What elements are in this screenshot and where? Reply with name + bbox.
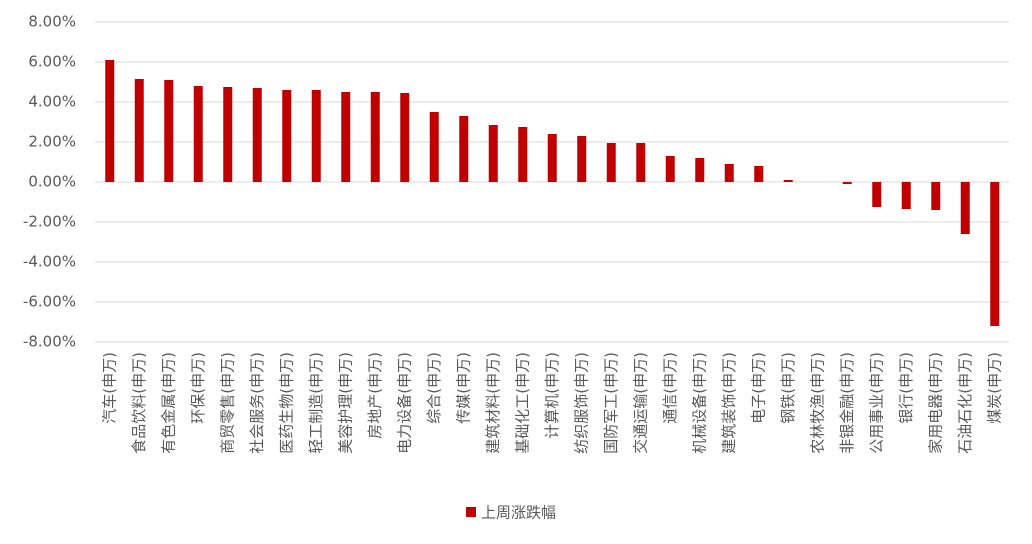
bar xyxy=(105,60,115,182)
bar xyxy=(960,182,970,234)
bar xyxy=(488,125,498,182)
x-tick-label: 医药生物(申万) xyxy=(277,352,295,454)
bar xyxy=(901,182,911,209)
x-tick-label: 社会服务(申万) xyxy=(248,352,266,454)
x-tick-label: 交通运输(申万) xyxy=(631,352,649,454)
x-tick-label: 轻工制造(申万) xyxy=(307,352,325,454)
x-tick-label: 煤炭(申万) xyxy=(985,352,1003,424)
y-tick-label: 6.00% xyxy=(28,53,76,71)
bar xyxy=(134,79,144,182)
x-tick-label: 钢铁(申万) xyxy=(779,352,797,424)
bar xyxy=(400,93,410,182)
x-tick-label: 商贸零售(申万) xyxy=(218,352,236,454)
bar xyxy=(193,86,203,182)
x-tick-label: 银行(申万) xyxy=(897,352,915,424)
x-tick-label: 电子(申万) xyxy=(749,352,767,424)
x-tick-label: 公用事业(申万) xyxy=(867,352,885,454)
bar xyxy=(665,156,675,182)
x-tick-label: 家用电器(申万) xyxy=(926,352,944,454)
x-tick-label: 环保(申万) xyxy=(189,352,207,424)
bar xyxy=(754,166,764,182)
x-tick-label: 汽车(申万) xyxy=(100,352,118,424)
legend-swatch xyxy=(466,507,476,517)
x-tick-label: 建筑材料(申万) xyxy=(484,352,502,454)
x-tick-label: 通信(申万) xyxy=(661,352,679,424)
x-tick-label: 有色金属(申万) xyxy=(159,352,177,454)
x-tick-label: 非银金融(申万) xyxy=(838,352,856,454)
y-tick-label: -4.00% xyxy=(23,253,76,271)
x-tick-label: 房地产(申万) xyxy=(366,352,384,439)
bar xyxy=(783,180,793,182)
bar xyxy=(518,127,528,182)
bar xyxy=(429,112,439,182)
bar xyxy=(223,87,233,182)
bar xyxy=(252,88,262,182)
bar xyxy=(695,158,705,182)
x-tick-label: 传媒(申万) xyxy=(454,352,472,424)
x-tick-label: 食品饮料(申万) xyxy=(130,352,148,454)
bar xyxy=(370,92,380,182)
bar xyxy=(931,182,941,210)
bar xyxy=(990,182,1000,326)
x-tick-label: 建筑装饰(申万) xyxy=(720,352,738,454)
y-tick-label: 4.00% xyxy=(28,93,76,111)
bar xyxy=(724,164,734,182)
bar xyxy=(459,116,469,182)
bar xyxy=(606,143,616,182)
bar xyxy=(164,80,174,182)
bar xyxy=(636,143,646,182)
legend-label: 上周涨跌幅 xyxy=(481,504,556,522)
y-tick-label: -2.00% xyxy=(23,213,76,231)
bar xyxy=(577,136,587,182)
y-tick-label: -8.00% xyxy=(23,333,76,351)
bar xyxy=(842,182,852,184)
bar xyxy=(311,90,321,182)
x-tick-label: 综合(申万) xyxy=(425,352,443,424)
bar xyxy=(282,90,292,182)
x-tick-label: 计算机(申万) xyxy=(543,352,561,439)
x-tick-label: 美容护理(申万) xyxy=(336,352,354,454)
bar xyxy=(341,92,351,182)
x-tick-label: 基础化工(申万) xyxy=(513,352,531,454)
x-tick-label: 农林牧渔(申万) xyxy=(808,352,826,454)
y-tick-label: 0.00% xyxy=(28,173,76,191)
y-tick-label: -6.00% xyxy=(23,293,76,311)
bar xyxy=(872,182,882,207)
x-tick-label: 国防军工(申万) xyxy=(602,352,620,454)
bar xyxy=(547,134,557,182)
x-tick-label: 电力设备(申万) xyxy=(395,352,413,454)
x-tick-label: 石油石化(申万) xyxy=(956,352,974,454)
x-tick-label: 纺织服饰(申万) xyxy=(572,352,590,454)
y-tick-label: 2.00% xyxy=(28,133,76,151)
x-tick-label: 机械设备(申万) xyxy=(690,352,708,454)
y-tick-label: 8.00% xyxy=(28,13,76,31)
